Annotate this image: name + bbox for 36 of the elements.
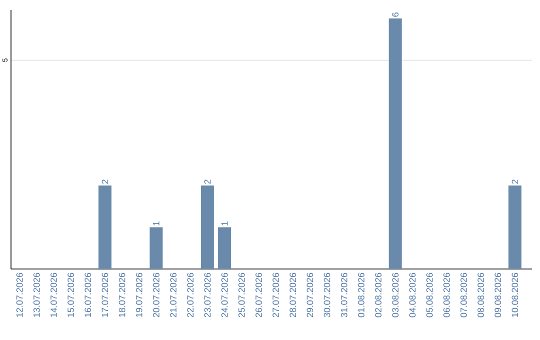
x-tick-label: 31.07.2026 — [340, 272, 348, 318]
data-label: 1 — [221, 221, 228, 226]
x-tick-label: 24.07.2026 — [221, 272, 228, 318]
data-label: 1 — [153, 221, 160, 226]
x-tick-label: 15.07.2026 — [68, 272, 74, 317]
data-label: 2 — [204, 180, 211, 184]
x-tick-label: 02.08.2026 — [375, 272, 382, 318]
x-tick-label: 30.07.2026 — [324, 272, 330, 318]
x-tick-label: 22.07.2026 — [187, 272, 194, 318]
x-tick-label: 01.08.2026 — [358, 272, 364, 318]
x-tick-label: 16.07.2026 — [84, 272, 92, 317]
x-tick-label: 27.07.2026 — [272, 272, 279, 318]
x-tick-label: 13.07.2026 — [33, 272, 40, 317]
x-tick-label: 14.07.2026 — [50, 272, 57, 317]
x-tick-label: 19.07.2026 — [136, 272, 142, 317]
x-tick-label: 10.08.2026 — [512, 272, 518, 317]
x-tick-label: 12.07.2026 — [16, 272, 23, 317]
x-tick-label: 20.07.2026 — [153, 272, 160, 318]
x-tick-label: 05.08.2026 — [426, 272, 433, 318]
x-tick-label: 26.07.2026 — [256, 272, 262, 318]
data-label: 2 — [102, 180, 108, 184]
data-label: 2 — [512, 180, 518, 184]
x-tick-label: 18.07.2026 — [118, 272, 126, 317]
x-tick-label: 25.07.2026 — [238, 272, 245, 318]
x-tick-label: 08.08.2026 — [478, 272, 484, 318]
x-tick-label: 17.07.2026 — [102, 272, 108, 317]
x-tick-label: 29.07.2026 — [306, 272, 314, 318]
x-tick-label: 06.08.2026 — [443, 272, 450, 318]
x-tick-label: 28.07.2026 — [290, 272, 296, 318]
x-tick-label: 09.08.2026 — [494, 272, 502, 318]
x-tick-label: 03.08.2026 — [392, 272, 399, 318]
x-tick-label: 23.07.2026 — [204, 272, 211, 318]
x-tick-label: 21.07.2026 — [170, 272, 176, 318]
data-label: 6 — [392, 12, 399, 17]
x-tick-label: 07.08.2026 — [460, 272, 467, 318]
x-tick-label: 04.08.2026 — [409, 272, 416, 318]
